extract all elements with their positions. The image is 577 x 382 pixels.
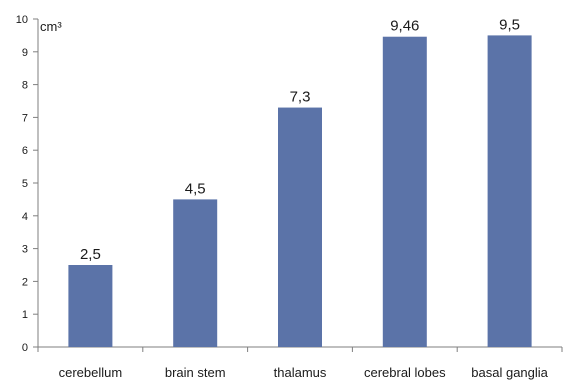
bar (382, 36, 427, 347)
labels: 2,5 cerebellum 4,5 brain stem 7,3 thalamus 9,4… (59, 16, 549, 380)
y-tick-label: 8 (22, 80, 28, 92)
y-tick-label: 2 (22, 276, 28, 288)
y-tick-label: 6 (22, 145, 28, 157)
y-unit-label: cm³ (40, 19, 62, 34)
bar (278, 107, 322, 347)
data-label: 7,3 (290, 89, 311, 106)
x-category-label: cerebellum (59, 365, 123, 380)
data-label: 9,46 (390, 18, 419, 35)
y-tick-label: 1 (22, 309, 28, 321)
y-tick-label: 3 (22, 244, 28, 256)
x-category-label: basal ganglia (471, 365, 548, 380)
x-category-label: brain stem (165, 365, 226, 380)
y-tick-label: 7 (22, 112, 28, 124)
x-category-label: cerebral lobes (364, 365, 446, 380)
x-category-label: thalamus (274, 365, 327, 380)
y-tick-label: 10 (16, 14, 28, 26)
data-label: 4,5 (185, 180, 206, 197)
y-tick-label: 0 (22, 342, 28, 354)
bar (487, 35, 532, 348)
y-tick-label: 4 (22, 211, 28, 223)
y-tick-label: 5 (22, 178, 28, 190)
axes: 0 1 2 3 4 5 6 7 8 9 10 (16, 14, 563, 354)
bars (68, 35, 532, 348)
data-label: 2,5 (80, 246, 101, 263)
bar (173, 199, 218, 347)
data-label: 9,5 (499, 16, 520, 33)
y-tick-label: 9 (22, 47, 28, 59)
bar (68, 265, 113, 347)
